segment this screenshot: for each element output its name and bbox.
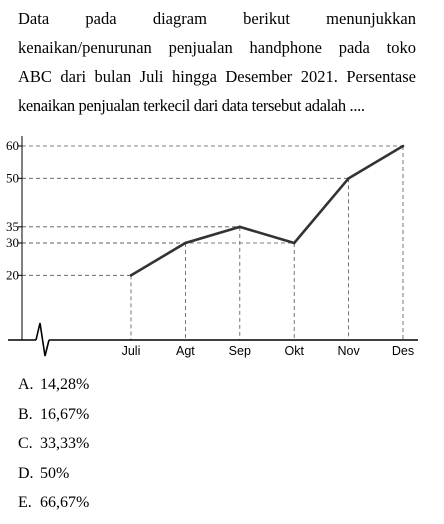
option-letter: C. (18, 435, 33, 452)
x-tick-label: Nov (337, 344, 360, 358)
x-tick-label: Sep (229, 344, 251, 358)
data-point (129, 274, 133, 277)
x-tick-label: Okt (284, 344, 304, 358)
y-tick-label: 50 (6, 170, 19, 185)
y-tick-label: 35 (6, 219, 19, 234)
series-line (130, 144, 404, 277)
question-line: Data pada diagram berikut menunjukkan (18, 9, 416, 28)
option-text: 66,67% (40, 494, 90, 511)
option-letter: D. (18, 464, 34, 482)
x-tick-label: Des (392, 344, 414, 358)
data-point (292, 241, 296, 245)
option-text: 50% (40, 464, 70, 482)
y-tick-label: 60 (6, 138, 19, 153)
option-text: 16,67% (40, 405, 90, 423)
data-point (347, 177, 350, 180)
option-letter: A. (18, 376, 34, 393)
question-line: kenaikan/penurunan penjualan handphone p… (18, 38, 416, 57)
axis-break-symbol (35, 322, 50, 357)
option-letter: E. (18, 494, 32, 511)
answer-options: A. 14,28% B. 16,67% C. 33,33% D. 50% E. 66,67… (18, 370, 89, 518)
option-text: 14,28% (40, 376, 90, 393)
y-tick-label: 30 (6, 235, 19, 250)
y-tick-label: 20 (6, 267, 19, 282)
option-e[interactable]: E. 66,67% (18, 488, 89, 518)
question-text: Data pada diagram berikut menunjukkan ke… (18, 4, 416, 120)
option-b[interactable]: B. 16,67% (18, 400, 89, 430)
option-a[interactable]: A. 14,28% (18, 370, 89, 400)
option-d[interactable]: D. 50% (18, 459, 89, 489)
x-tick-label: Juli (122, 344, 141, 358)
option-c[interactable]: C. 33,33% (18, 429, 89, 459)
data-point (184, 241, 187, 245)
question-line: ABC dari bulan Juli hingga Desember 2021… (18, 67, 416, 86)
question-line: kenaikan penjualan terkecil dari data te… (18, 96, 365, 115)
option-letter: B. (18, 405, 33, 423)
data-point (238, 225, 242, 229)
data-point (401, 144, 405, 148)
option-text: 33,33% (40, 435, 90, 452)
x-tick-label: Agt (176, 344, 195, 358)
